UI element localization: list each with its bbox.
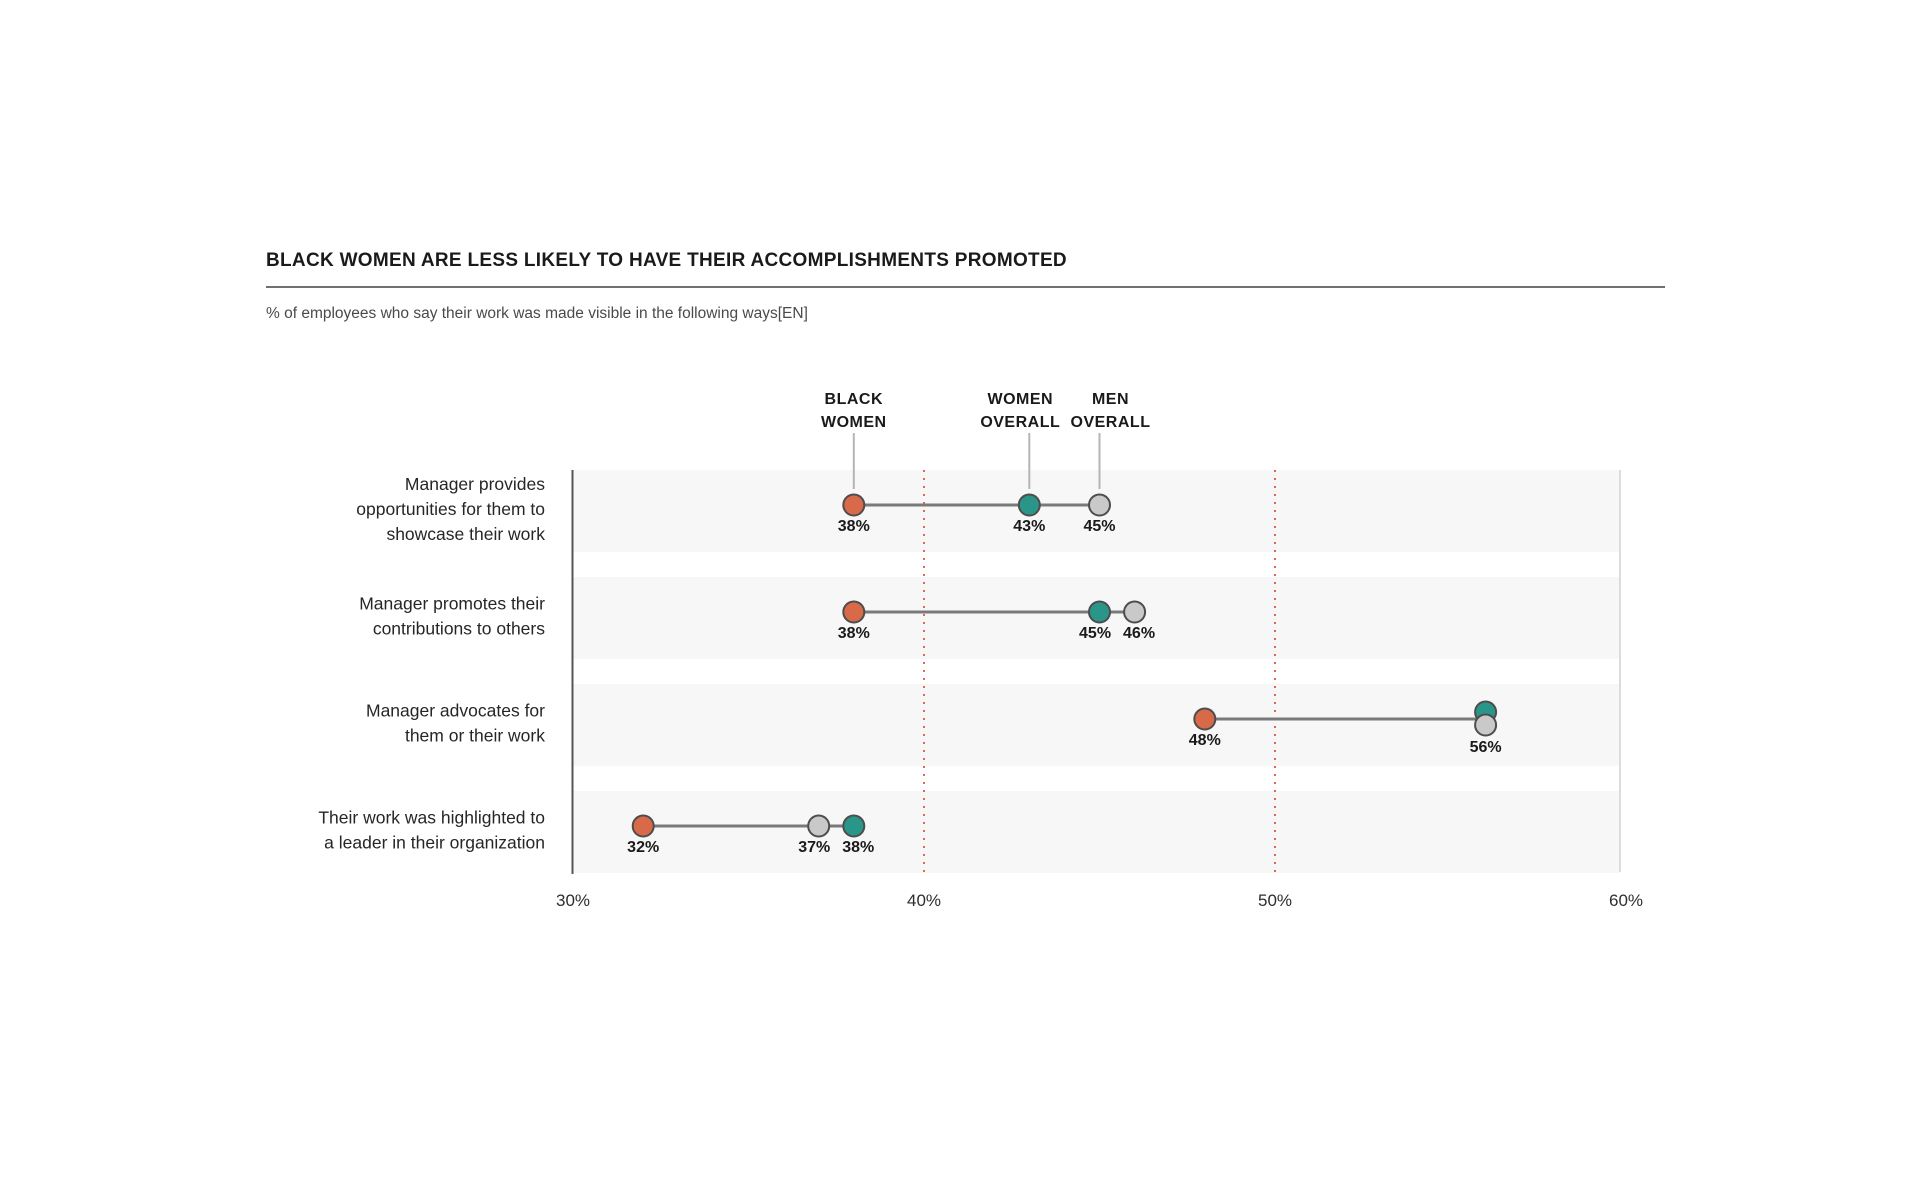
dot-women_overall — [1088, 600, 1111, 624]
row-label: Manager provides opportunities for them t… — [356, 474, 545, 544]
row-label: Their work was highlighted to a leader in… — [318, 808, 545, 853]
legend-label-black_women: BLACK WOMEN — [821, 391, 887, 431]
value-label: 32% — [627, 839, 659, 856]
value-label: 37% — [798, 839, 830, 856]
row-label: Manager advocates for them or their work — [366, 701, 545, 746]
dot-women_overall — [1017, 493, 1041, 517]
title-rule — [266, 286, 1665, 288]
x-tick-label: 30% — [556, 891, 590, 910]
value-label: 48% — [1189, 732, 1221, 749]
chart-subtitle: % of employees who say their work was ma… — [266, 305, 808, 322]
dot-men_overall — [1088, 493, 1111, 517]
row-band — [573, 791, 1620, 873]
value-label: 56% — [1470, 739, 1502, 756]
x-tick-label: 60% — [1609, 891, 1643, 910]
dot-black_women — [842, 600, 866, 624]
dot-black_women — [842, 493, 866, 517]
dot-black_women — [631, 814, 655, 838]
value-label: 45% — [1079, 625, 1111, 642]
dot-men_overall — [1123, 600, 1147, 624]
x-tick-label: 40% — [907, 891, 941, 910]
row-band — [573, 684, 1620, 766]
legend-label-men_overall: MEN OVERALL — [1071, 391, 1151, 431]
value-label: 38% — [842, 839, 874, 856]
row-label: Manager promotes their contributions to o… — [359, 594, 545, 639]
value-label: 38% — [838, 518, 870, 535]
dot-men_overall — [1474, 713, 1498, 737]
legend-label-women_overall: WOMEN OVERALL — [980, 391, 1060, 431]
dot-black_women — [1193, 707, 1217, 731]
value-label: 45% — [1083, 518, 1115, 535]
dot-men_overall — [807, 814, 831, 838]
value-label: 43% — [1013, 518, 1045, 535]
x-tick-label: 50% — [1258, 891, 1292, 910]
chart-title: BLACK WOMEN ARE LESS LIKELY TO HAVE THEI… — [266, 250, 1067, 271]
value-label: 46% — [1123, 625, 1155, 642]
value-label: 38% — [838, 625, 870, 642]
dot-women_overall — [842, 814, 866, 838]
